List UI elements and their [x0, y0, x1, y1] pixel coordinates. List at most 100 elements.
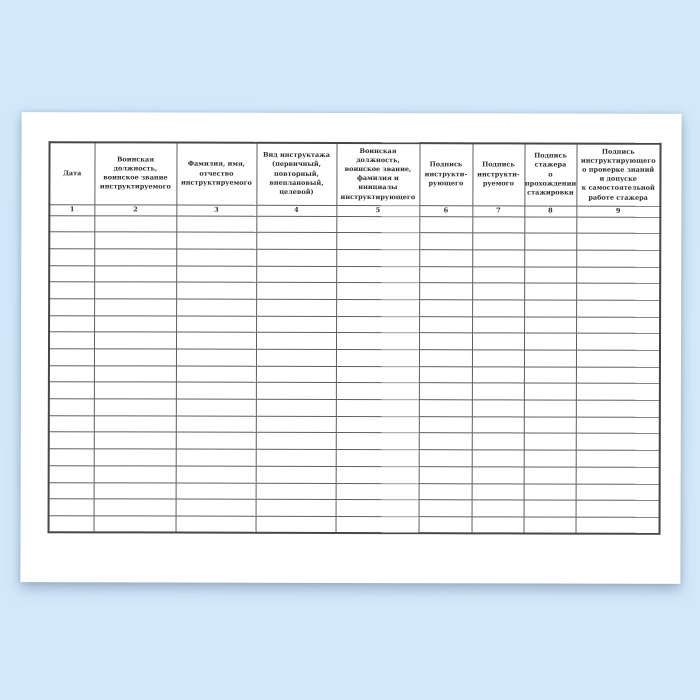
- empty-cell: [576, 316, 661, 334]
- empty-cell: [523, 466, 576, 484]
- empty-cell: [93, 332, 177, 350]
- empty-cell: [335, 499, 419, 517]
- empty-cell: [256, 265, 337, 283]
- table-row: [49, 315, 661, 334]
- empty-cell: [523, 416, 576, 434]
- empty-cell: [49, 248, 95, 266]
- empty-cell: [575, 450, 660, 468]
- empty-cell: [523, 400, 576, 417]
- empty-cell: [48, 498, 94, 516]
- table-row: [48, 398, 660, 418]
- empty-cell: [419, 249, 473, 267]
- table-row: [48, 432, 660, 451]
- empty-cell: [419, 232, 473, 250]
- empty-cell: [471, 449, 524, 467]
- empty-cell: [94, 315, 177, 333]
- empty-cell: [418, 416, 472, 434]
- empty-cell: [335, 332, 420, 350]
- paper-sheet: Дата Воинская должность, воинское звание…: [20, 112, 682, 584]
- empty-cell: [336, 299, 420, 317]
- instruction-log-table: Дата Воинская должность, воинское звание…: [47, 141, 662, 535]
- empty-cell: [576, 300, 661, 317]
- table-row: [49, 231, 661, 251]
- empty-cell: [576, 233, 661, 251]
- form-table-body: [48, 215, 661, 534]
- empty-cell: [418, 349, 472, 367]
- table-row: [49, 248, 661, 267]
- table-row: [48, 482, 660, 501]
- header-row: Дата Воинская должность, воинское звание…: [49, 142, 661, 206]
- empty-cell: [255, 449, 336, 467]
- column-header-date: Дата: [49, 142, 95, 205]
- empty-cell: [524, 283, 577, 301]
- column-number-2: 2: [94, 204, 177, 216]
- empty-cell: [523, 516, 576, 534]
- empty-cell: [48, 382, 94, 399]
- empty-cell: [255, 466, 336, 483]
- empty-cell: [523, 366, 576, 384]
- empty-cell: [176, 248, 257, 266]
- empty-cell: [94, 215, 177, 233]
- empty-cell: [175, 499, 256, 517]
- empty-cell: [575, 483, 660, 501]
- empty-cell: [335, 482, 419, 500]
- empty-cell: [335, 416, 419, 434]
- empty-cell: [335, 349, 419, 367]
- empty-cell: [93, 415, 176, 433]
- empty-cell: [336, 249, 420, 267]
- empty-cell: [255, 432, 336, 450]
- empty-cell: [471, 483, 524, 501]
- empty-cell: [471, 366, 524, 384]
- empty-cell: [471, 399, 524, 417]
- table-row: [49, 215, 661, 234]
- empty-cell: [419, 316, 473, 334]
- column-number-6: 6: [419, 205, 473, 217]
- empty-cell: [176, 315, 257, 333]
- empty-cell: [48, 432, 94, 449]
- empty-cell: [419, 266, 473, 284]
- empty-cell: [523, 383, 576, 401]
- empty-cell: [93, 382, 176, 400]
- empty-cell: [472, 266, 525, 284]
- empty-cell: [471, 383, 524, 401]
- empty-cell: [175, 349, 256, 366]
- empty-cell: [336, 316, 420, 333]
- empty-cell: [471, 466, 524, 484]
- empty-cell: [419, 282, 473, 300]
- empty-cell: [472, 249, 525, 267]
- column-header-instructee-name: Фамилия, имя, отчество инструктируемого: [176, 142, 257, 205]
- empty-cell: [419, 216, 473, 234]
- empty-cell: [418, 483, 472, 501]
- empty-cell: [575, 416, 660, 434]
- column-number-8: 8: [524, 205, 577, 217]
- table-row: [49, 298, 661, 317]
- column-header-instructor-signature: Подпись инструкти- рующего: [419, 143, 473, 206]
- empty-cell: [94, 298, 177, 316]
- column-header-knowledge-check-signature: Подпись инструктирующего о проверке знан…: [576, 143, 661, 206]
- empty-cell: [48, 482, 94, 500]
- column-header-trainee-signature: Подпись стажера о прохождении стажировки: [524, 143, 577, 206]
- empty-cell: [255, 365, 336, 383]
- empty-cell: [524, 316, 577, 334]
- empty-cell: [335, 399, 419, 417]
- empty-cell: [175, 465, 256, 483]
- empty-cell: [524, 299, 577, 317]
- empty-cell: [256, 299, 337, 317]
- empty-cell: [93, 515, 176, 533]
- empty-cell: [93, 348, 176, 366]
- empty-cell: [336, 282, 420, 300]
- empty-cell: [576, 249, 661, 267]
- column-number-4: 4: [256, 204, 337, 216]
- column-header-instructor-rank-name: Воинская должность, воинское звание, фам…: [336, 142, 420, 206]
- empty-cell: [93, 365, 176, 383]
- table-row: [48, 415, 660, 434]
- empty-cell: [175, 332, 257, 350]
- empty-cell: [575, 466, 660, 484]
- empty-cell: [93, 482, 176, 500]
- empty-cell: [336, 215, 420, 233]
- empty-cell: [176, 265, 257, 283]
- empty-cell: [48, 465, 94, 483]
- empty-cell: [176, 232, 257, 250]
- empty-cell: [575, 333, 661, 351]
- empty-cell: [49, 298, 95, 316]
